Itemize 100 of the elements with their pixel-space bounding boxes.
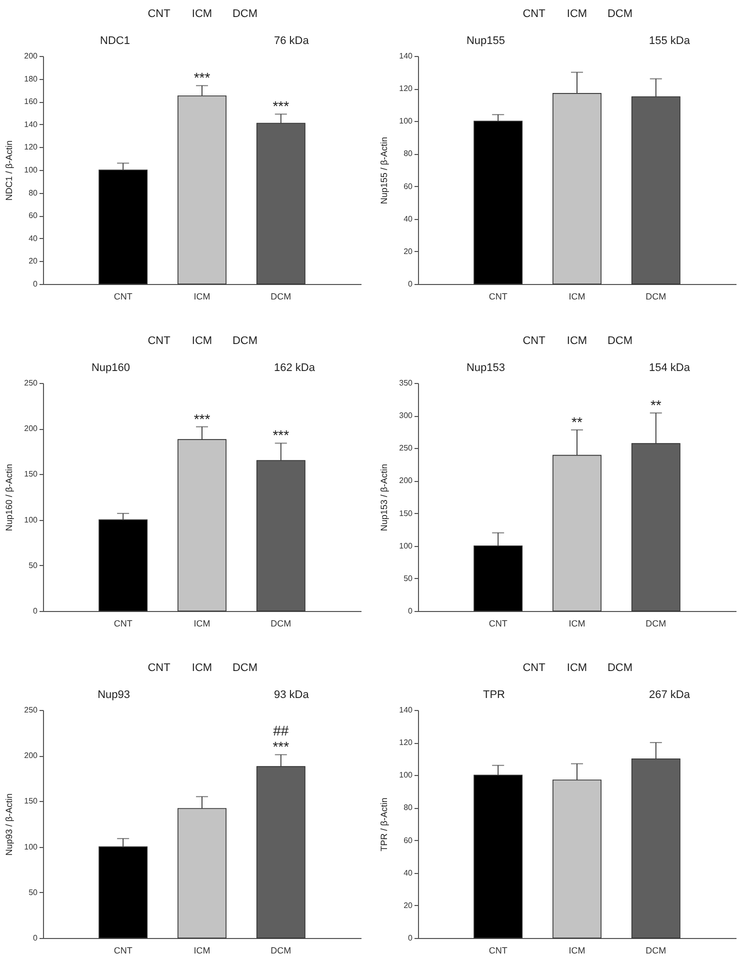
- text: DCM: [607, 662, 633, 674]
- y-tick-label: 140: [24, 120, 38, 129]
- annotation: **: [572, 414, 583, 430]
- y-tick-label: 140: [399, 706, 414, 714]
- y-tick-label: 180: [24, 74, 38, 84]
- text: DCM: [607, 335, 633, 347]
- x-tick-label: DCM: [646, 618, 666, 628]
- x-tick-label: ICM: [568, 946, 586, 956]
- y-tick-label: 120: [24, 142, 38, 152]
- y-tick-label: 350: [399, 378, 414, 388]
- x-tick-label: CNT: [114, 946, 133, 956]
- y-tick-label: 250: [24, 378, 38, 388]
- y-axis-title: Nup153 / β-Actin: [379, 464, 390, 532]
- text: CNT: [522, 335, 546, 347]
- y-tick-label: 100: [24, 166, 38, 174]
- y-tick-label: 150: [399, 508, 414, 518]
- y-tick-label: 250: [24, 706, 38, 714]
- y-tick-label: 0: [408, 934, 414, 942]
- text: Nup93: [98, 689, 130, 701]
- y-tick-label: 100: [399, 116, 414, 126]
- text: ICM: [192, 662, 212, 674]
- y-tick-label: 50: [28, 888, 38, 897]
- y-tick-label: 60: [404, 836, 414, 845]
- y-tick-label: 140: [399, 52, 414, 60]
- x-tick-label: DCM: [270, 946, 292, 956]
- x-tick-label: CNT: [114, 292, 133, 302]
- x-tick-label: CNT: [114, 618, 133, 628]
- y-tick-label: 200: [24, 52, 38, 60]
- y-tick-label: 120: [399, 738, 414, 748]
- x-tick-label: DCM: [646, 946, 666, 956]
- text: CNT: [522, 662, 546, 674]
- y-tick-label: 100: [24, 842, 38, 852]
- text: Nup155: [466, 35, 505, 47]
- y-tick-label: 80: [404, 149, 414, 158]
- x-tick-label: DCM: [646, 292, 666, 302]
- y-tick-label: 250: [399, 444, 414, 453]
- y-tick-label: 50: [28, 560, 38, 570]
- text: TPR: [483, 689, 506, 701]
- y-axis-title: Nup160 / β-Actin: [4, 464, 14, 532]
- y-tick-label: 0: [408, 606, 414, 616]
- annotation: ***: [272, 98, 290, 114]
- y-tick-label: 20: [404, 900, 414, 910]
- y-tick-label: 50: [404, 574, 414, 583]
- y-axis-title: TPR / β-Actin: [379, 798, 390, 852]
- annotation: ***: [272, 738, 290, 755]
- y-tick-label: 0: [408, 280, 414, 288]
- text: ICM: [192, 335, 212, 347]
- x-tick-label: CNT: [488, 946, 508, 956]
- text: CNT: [148, 335, 171, 347]
- y-tick-label: 0: [33, 606, 38, 616]
- y-tick-label: 40: [404, 214, 414, 224]
- y-tick-label: 40: [404, 868, 414, 878]
- text: 76 kDa: [274, 35, 310, 47]
- text: DCM: [607, 8, 633, 20]
- y-tick-label: 100: [399, 770, 414, 780]
- text: CNT: [148, 8, 171, 20]
- y-tick-label: 0: [33, 934, 38, 942]
- text: ICM: [192, 8, 212, 20]
- text: Nup160: [91, 362, 130, 374]
- text: ICM: [566, 335, 588, 347]
- y-tick-label: 60: [28, 211, 38, 220]
- y-axis-title: Nup155 / β-Actin: [379, 136, 390, 204]
- text: Nup153: [466, 362, 505, 374]
- y-tick-label: 200: [24, 751, 38, 760]
- y-tick-label: 160: [24, 97, 38, 106]
- x-tick-label: ICM: [194, 946, 210, 956]
- y-axis-title: Nup93 / β-Actin: [4, 793, 14, 856]
- text: ICM: [566, 662, 588, 674]
- text: 154 kDa: [649, 362, 691, 374]
- y-tick-label: 60: [404, 182, 414, 191]
- x-tick-label: ICM: [194, 292, 210, 302]
- annotation: ***: [194, 410, 211, 427]
- y-tick-label: 0: [33, 280, 38, 288]
- x-tick-label: DCM: [270, 618, 292, 628]
- y-tick-label: 150: [24, 470, 38, 479]
- text: DCM: [232, 8, 258, 20]
- annotation: ***: [272, 427, 290, 444]
- y-tick-label: 40: [28, 234, 38, 243]
- y-tick-label: 100: [24, 515, 38, 524]
- annotation: ***: [194, 70, 211, 86]
- x-tick-label: CNT: [488, 618, 508, 628]
- y-tick-label: 200: [399, 476, 414, 486]
- y-tick-label: 80: [28, 188, 38, 198]
- x-tick-label: CNT: [488, 292, 508, 302]
- text: 267 kDa: [649, 689, 691, 701]
- y-tick-label: 80: [404, 803, 414, 812]
- y-tick-label: 20: [28, 256, 38, 266]
- y-tick-label: 200: [24, 424, 38, 434]
- text: CNT: [148, 662, 171, 674]
- annotation: ##: [273, 722, 289, 739]
- y-tick-label: 300: [399, 411, 414, 420]
- y-tick-label: 120: [399, 84, 414, 94]
- y-axis-title: NDC1 / β-Actin: [4, 140, 14, 201]
- y-tick-label: 20: [404, 246, 414, 256]
- text: 93 kDa: [274, 689, 310, 701]
- text: 155 kDa: [649, 35, 691, 47]
- text: DCM: [232, 335, 258, 347]
- text: ICM: [566, 8, 588, 20]
- x-tick-label: ICM: [568, 292, 586, 302]
- x-tick-label: ICM: [568, 618, 586, 628]
